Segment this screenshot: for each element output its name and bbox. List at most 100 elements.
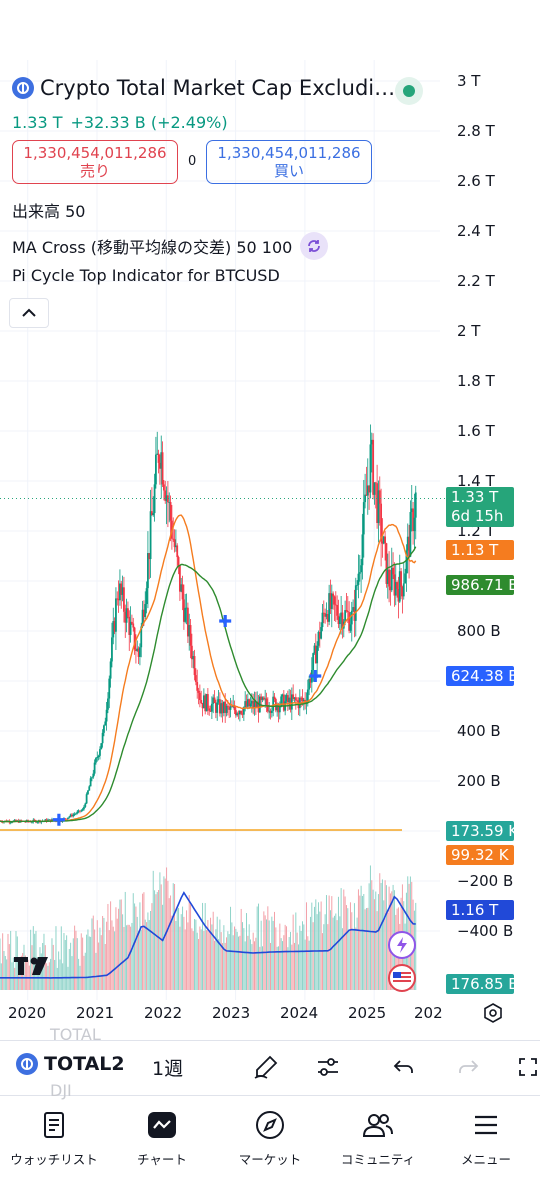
nav-community[interactable]: コミュニティ xyxy=(324,1108,432,1168)
chart-canvas[interactable] xyxy=(0,60,540,1025)
candle-body xyxy=(245,701,248,707)
price-axis-label: 800 B xyxy=(457,622,501,640)
candle-body xyxy=(365,494,368,496)
candle-body xyxy=(384,536,386,544)
candle-body xyxy=(290,694,293,710)
indicator-ma-cross-label: MA Cross (移動平均線の交差) 50 100 xyxy=(12,238,293,257)
candle-body xyxy=(322,612,325,614)
candle-body xyxy=(376,483,379,524)
us-flag-icon[interactable] xyxy=(388,964,416,992)
buy-button[interactable]: 1,330,454,011,286 買い xyxy=(206,140,372,184)
candle-body xyxy=(272,696,275,711)
candle-body xyxy=(293,697,296,699)
candle-body xyxy=(236,713,239,716)
candle-body xyxy=(124,611,127,623)
nav-menu[interactable]: メニュー xyxy=(432,1108,540,1168)
lightning-icon[interactable] xyxy=(388,931,416,959)
candle-body xyxy=(104,721,107,726)
candle-body xyxy=(410,508,413,513)
drawing-tool-icon[interactable] xyxy=(250,1051,282,1083)
candle-body xyxy=(334,604,337,606)
symbol-title-row[interactable]: Crypto Total Market Cap Excludi… xyxy=(12,76,395,100)
nav-watchlist[interactable]: ウォッチリスト xyxy=(0,1108,108,1168)
candle-body xyxy=(270,710,273,713)
price-axis-label: 2.6 T xyxy=(457,172,495,190)
candle-body xyxy=(412,508,414,532)
candle-body xyxy=(190,645,193,660)
candle-body xyxy=(312,653,315,671)
candle-body xyxy=(129,621,132,635)
candle-body xyxy=(332,593,335,597)
candle-body xyxy=(107,698,109,710)
collapse-indicators-button[interactable] xyxy=(9,298,49,328)
live-dot xyxy=(403,85,415,97)
candle-body xyxy=(84,803,87,807)
symbol-selector[interactable]: TOTAL2 xyxy=(16,1053,125,1075)
redo-icon[interactable] xyxy=(452,1051,484,1083)
time-axis-label: 2024 xyxy=(280,1004,319,1022)
candle-body xyxy=(160,452,163,469)
volume-indicator-line xyxy=(0,891,416,979)
interval-selector[interactable]: 1週 xyxy=(152,1058,184,1080)
indicator-volume[interactable]: 出来高 50 xyxy=(12,202,86,221)
candle-body xyxy=(309,678,312,683)
price-axis-label: 3 T xyxy=(457,72,481,90)
symbol-name: TOTAL2 xyxy=(44,1053,125,1075)
undo-icon[interactable] xyxy=(388,1051,420,1083)
candle-body xyxy=(400,571,402,587)
candle-body xyxy=(80,810,83,812)
candle-body xyxy=(234,710,237,716)
indicator-ma-cross[interactable]: MA Cross (移動平均線の交差) 50 100 xyxy=(12,232,329,260)
candle-body xyxy=(182,599,185,622)
candle-body xyxy=(348,612,351,631)
candle-body xyxy=(405,550,408,574)
candle-body xyxy=(370,439,373,445)
nav-chart[interactable]: チャート xyxy=(108,1108,216,1168)
candle-body xyxy=(357,573,360,585)
candle-body xyxy=(305,701,308,704)
candle-body xyxy=(341,612,344,629)
time-axis-label: 2020 xyxy=(8,1004,47,1022)
indicator-pi-cycle[interactable]: Pi Cycle Top Indicator for BTCUSD xyxy=(12,266,280,285)
candle-body xyxy=(281,694,284,697)
candle-body xyxy=(100,743,103,750)
candle-body xyxy=(197,690,200,693)
candle-body xyxy=(380,503,383,542)
bar-countdown: 6d 15h xyxy=(451,507,504,525)
candle-body xyxy=(413,517,416,532)
candle-body xyxy=(381,541,384,544)
candle-body xyxy=(326,614,329,622)
candle-body xyxy=(377,490,380,524)
candle-body xyxy=(157,453,160,463)
price-chart-svg[interactable] xyxy=(0,60,540,1025)
candle-body xyxy=(198,692,201,701)
candle-body xyxy=(169,502,172,521)
candle-body xyxy=(373,482,376,495)
candle-body xyxy=(221,703,224,714)
candle-body xyxy=(127,608,129,617)
candle-body xyxy=(360,565,363,573)
time-axis-label: 2023 xyxy=(212,1004,251,1022)
candle-body xyxy=(282,694,285,711)
sell-button[interactable]: 1,330,454,011,286 売り xyxy=(12,140,178,184)
price-axis-label: 1.4 T xyxy=(457,472,495,490)
volume-last-tag: 176.85 B xyxy=(446,974,519,994)
refresh-icon[interactable] xyxy=(300,232,329,260)
candle-body xyxy=(216,702,219,713)
candle-body xyxy=(294,697,297,701)
candle-body xyxy=(116,598,119,600)
candle-body xyxy=(330,593,333,609)
candle-body xyxy=(392,567,394,575)
watchlist-icon xyxy=(0,1108,108,1142)
candle-body xyxy=(368,485,371,493)
nav-market[interactable]: マーケット xyxy=(216,1108,324,1168)
candle-body xyxy=(139,647,141,657)
price-axis-label: −400 B xyxy=(457,922,514,940)
indicator-settings-icon[interactable] xyxy=(312,1051,344,1083)
sell-price: 1,330,454,011,286 xyxy=(23,144,167,162)
volume-ma-tag: 99.32 K xyxy=(446,845,514,865)
candle-body xyxy=(346,611,349,613)
market-status-icon[interactable] xyxy=(395,77,423,105)
settings-icon[interactable] xyxy=(482,1002,504,1028)
fullscreen-icon[interactable] xyxy=(512,1051,540,1083)
